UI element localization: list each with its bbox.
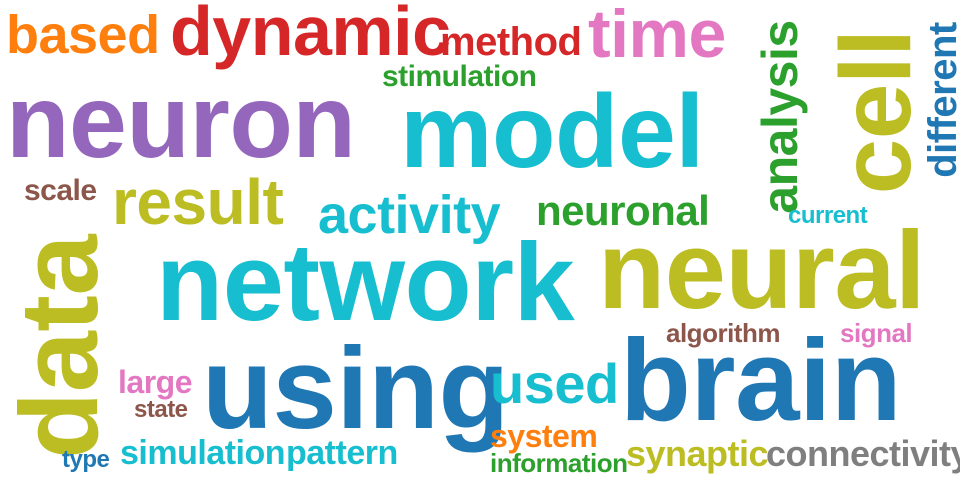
word-time: time [588, 0, 726, 72]
word-scale: scale [24, 174, 97, 207]
word-large: large [118, 364, 192, 400]
word-result: result [112, 166, 284, 238]
word-information: information [490, 448, 628, 478]
word-neuronal: neuronal [536, 187, 710, 234]
word-type: type [62, 446, 110, 473]
word-using: using [202, 323, 509, 453]
word-signal: signal [840, 318, 913, 348]
word-stimulation-top: stimulation [382, 60, 537, 93]
word-based: based [6, 5, 160, 65]
word-model: model [400, 74, 704, 190]
word-neuron: neuron [6, 64, 356, 180]
word-synaptic: synaptic [626, 433, 769, 474]
word-data: data [0, 234, 121, 460]
word-network: network [156, 221, 575, 344]
word-neural: neural [598, 209, 926, 332]
word-pattern: pattern [286, 434, 398, 472]
word-activity: activity [318, 185, 501, 245]
word-connectivity: connectivity [766, 433, 960, 474]
word-brain: brain [620, 315, 902, 445]
word-dynamic: dynamic [170, 0, 451, 70]
word-analysis: analysis [752, 20, 808, 214]
word-method: method [440, 20, 582, 64]
word-algorithm: algorithm [666, 318, 780, 348]
word-different: different [921, 22, 960, 178]
word-state: state [134, 396, 188, 423]
word-current: current [788, 202, 868, 229]
word-used: used [490, 352, 619, 415]
word-cell: cell [820, 29, 932, 195]
word-simulation: simulation [120, 434, 286, 472]
word-system: system [490, 418, 598, 454]
